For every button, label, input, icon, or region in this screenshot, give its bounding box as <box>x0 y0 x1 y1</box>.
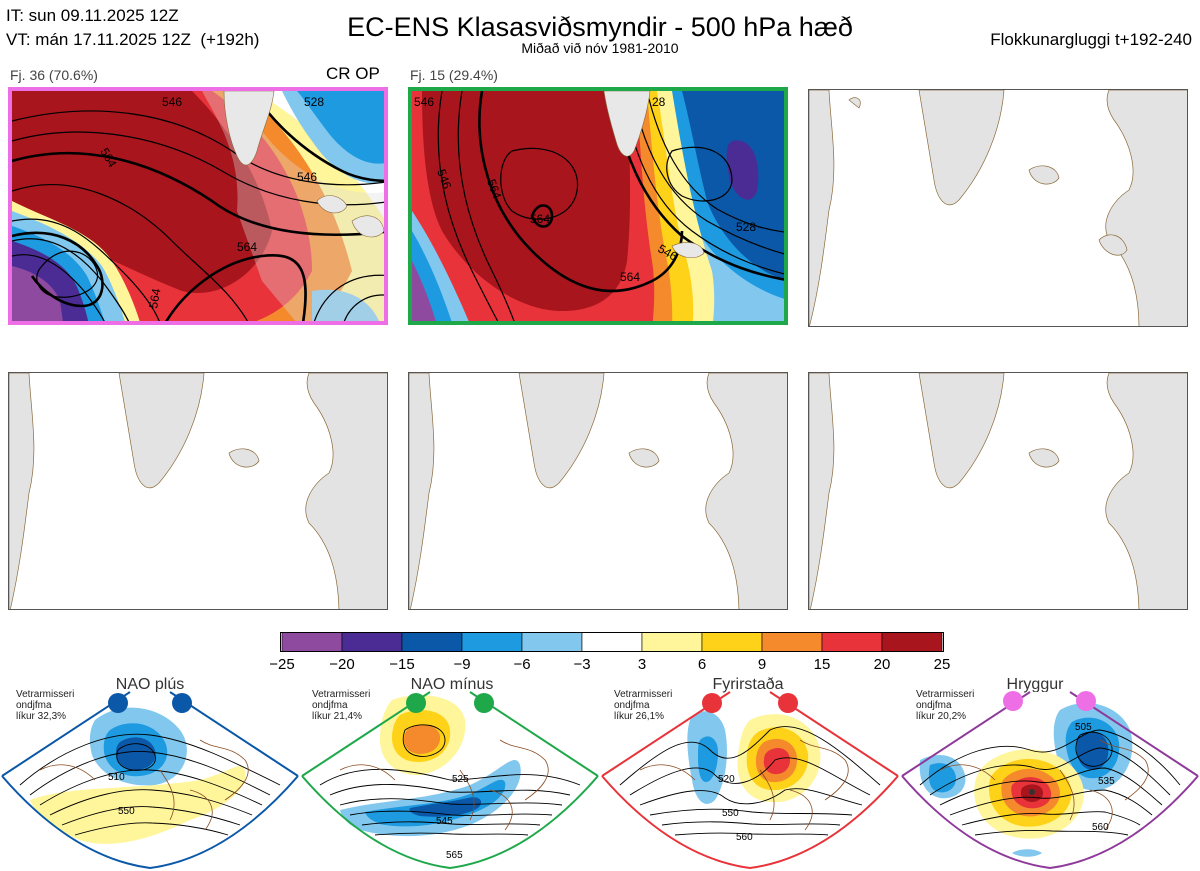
page-title: EC-ENS Klasasviðsmyndir - 500 hPa hæð <box>347 12 853 42</box>
contour-label: 564 <box>146 287 163 309</box>
colorbar-cell <box>521 632 583 652</box>
regime-nao-plus-note: Vetrarmisseri ondjfma líkur 32,3% <box>16 689 75 722</box>
colorbar-cell <box>461 632 523 652</box>
contour-label: 564 <box>237 240 257 254</box>
colorbar-tick-label: −9 <box>453 656 471 673</box>
contour-label: 550 <box>118 806 135 817</box>
regime-blocking-note: Vetrarmisseri ondjfma líkur 26,1% <box>614 689 673 722</box>
empty-map-1[interactable] <box>808 89 1188 327</box>
contour-label: 546 <box>414 95 434 109</box>
empty-map-4[interactable] <box>808 372 1188 610</box>
regime-nao-minus-map[interactable]: 525 545 565 <box>300 690 600 871</box>
contour-label: 525 <box>452 774 469 785</box>
cluster-1-map[interactable]: 546 564 564 546 528 564 <box>8 87 388 325</box>
contour-label: 546 <box>297 170 317 184</box>
contour-label: 546 <box>434 167 454 191</box>
cluster-2-label: Fj. 15 (29.4%) <box>410 67 498 83</box>
contour-label: 564 <box>484 177 504 201</box>
colorbar-cell <box>641 632 703 652</box>
regime-ridge-name: Hryggur <box>1006 676 1064 693</box>
colorbar-cell <box>581 632 643 652</box>
regime-blocking-map[interactable]: 520 550 560 <box>600 690 900 871</box>
contour-label: 535 <box>1098 776 1115 787</box>
control-op-label: CR OP <box>326 64 380 83</box>
colorbar-cell <box>281 632 343 652</box>
regime-nao-plus-name: NAO plús <box>115 676 185 693</box>
colorbar-tick-label: 9 <box>757 656 767 673</box>
regime-ridge-note: Vetrarmisseri ondjfma líkur 20,2% <box>916 689 975 722</box>
contour-label: 28 <box>652 95 666 109</box>
regime-blocking-name: Fyrirstaða <box>712 676 784 693</box>
regime-ridge-map[interactable]: 505 535 560 <box>900 690 1200 871</box>
colorbar-tick-label: −3 <box>573 656 591 673</box>
empty-map-3[interactable] <box>408 372 788 610</box>
contour-label: 565 <box>446 850 463 861</box>
colorbar-cell <box>821 632 883 652</box>
regime-nao-minus-note: Vetrarmisseri ondjfma líkur 21,4% <box>312 689 371 722</box>
contour-label: 505 <box>1075 722 1092 733</box>
colorbar-tick-label: 15 <box>813 656 831 673</box>
empty-map-2[interactable] <box>8 372 388 610</box>
contour-label: 550 <box>722 808 739 819</box>
contour-label: 528 <box>736 220 756 234</box>
colorbar-tick-label: 25 <box>933 656 951 673</box>
contour-label: 560 <box>736 832 753 843</box>
contour-label: 510 <box>108 772 125 783</box>
valid-time: VT: mán 17.11.2025 12Z (+192h) <box>6 30 260 49</box>
colorbar-tick-label: −25 <box>269 656 295 673</box>
colorbar-cell <box>701 632 763 652</box>
cluster-2-map[interactable]: 546 546 564 564 546 528 564 28 <box>408 87 788 325</box>
regime-nao-minus-name: NAO mínus <box>410 676 494 693</box>
colorbar-tick-label: −6 <box>513 656 531 673</box>
colorbar-cell <box>761 632 823 652</box>
contour-label: 520 <box>718 774 735 785</box>
contour-label: 545 <box>436 816 453 827</box>
page-subtitle: Miðað við nóv 1981-2010 <box>521 40 679 56</box>
contour-label: 564 <box>530 212 550 226</box>
contour-label: 528 <box>304 95 324 109</box>
contour-label: 546 <box>162 95 182 109</box>
colorbar-tick-label: 20 <box>873 656 891 673</box>
colorbar-cell <box>401 632 463 652</box>
colorbar-cell <box>881 632 943 652</box>
colorbar-tick-label: 6 <box>697 656 707 673</box>
colorbar-cell <box>341 632 403 652</box>
colorbar-tick-label: −15 <box>389 656 415 673</box>
contour-label: 564 <box>620 270 640 284</box>
initial-time: IT: sun 09.11.2025 12Z <box>6 6 179 25</box>
colorbar-tick-label: 3 <box>637 656 647 673</box>
contour-label: 560 <box>1092 822 1109 833</box>
regime-nao-plus-map[interactable]: 510 550 <box>0 690 300 871</box>
colorbar-tick-label: −20 <box>329 656 355 673</box>
cluster-1-label: Fj. 36 (70.6%) <box>10 67 98 83</box>
colorbar <box>280 632 944 652</box>
classification-window: Flokkunargluggi t+192-240 <box>990 30 1192 49</box>
